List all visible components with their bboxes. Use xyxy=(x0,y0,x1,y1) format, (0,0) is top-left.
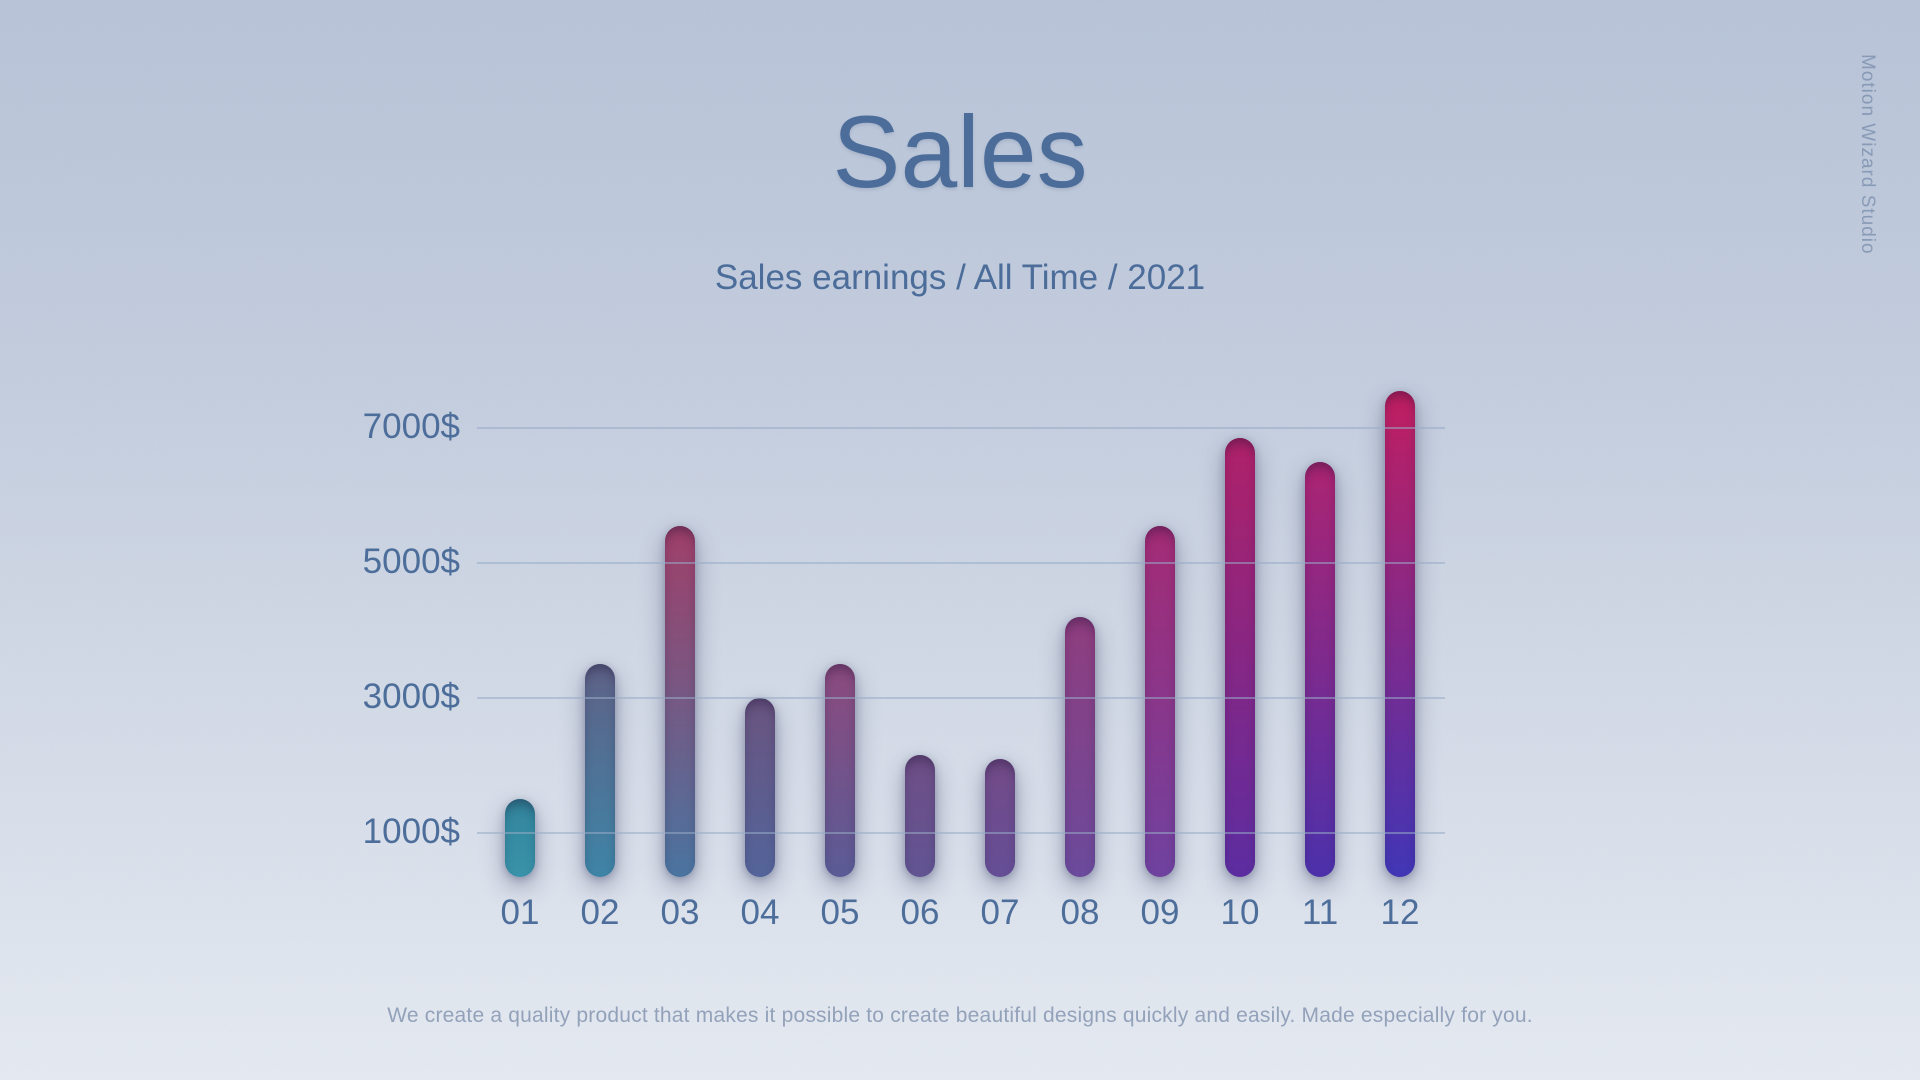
bar-month-11 xyxy=(1305,461,1335,877)
bar-month-07 xyxy=(985,758,1015,877)
bar-month-10 xyxy=(1225,438,1255,877)
bar-month-04 xyxy=(745,698,775,877)
bar-month-12 xyxy=(1385,390,1415,877)
x-label-05: 05 xyxy=(820,893,860,932)
x-label-08: 08 xyxy=(1060,893,1100,932)
x-label-09: 09 xyxy=(1140,893,1180,932)
bar-month-06 xyxy=(905,755,935,877)
gridline-1000 xyxy=(477,832,1445,834)
y-tick-label-1000: 1000$ xyxy=(362,812,460,851)
x-label-10: 10 xyxy=(1220,893,1260,932)
x-label-07: 07 xyxy=(980,893,1020,932)
studio-watermark: Motion Wizard Studio xyxy=(1857,54,1878,255)
x-label-12: 12 xyxy=(1380,893,1420,932)
bar-month-08 xyxy=(1065,617,1095,877)
gridline-5000 xyxy=(477,562,1445,564)
gridline-3000 xyxy=(477,697,1445,699)
x-label-11: 11 xyxy=(1301,893,1339,932)
bar-month-05 xyxy=(825,664,855,877)
chart-title: Sales xyxy=(832,95,1088,209)
bar-month-02 xyxy=(585,664,615,877)
x-label-01: 01 xyxy=(500,893,540,932)
chart-subtitle: Sales earnings / All Time / 2021 xyxy=(714,258,1206,297)
x-label-02: 02 xyxy=(580,893,620,932)
y-tick-label-3000: 3000$ xyxy=(362,677,460,716)
bar-month-03 xyxy=(665,525,695,877)
x-label-06: 06 xyxy=(900,893,940,932)
bar-month-01 xyxy=(505,799,535,877)
footer-note: We create a quality product that makes i… xyxy=(387,1004,1533,1027)
bar-month-09 xyxy=(1145,525,1175,877)
y-tick-label-7000: 7000$ xyxy=(362,407,460,446)
y-tick-label-5000: 5000$ xyxy=(362,542,460,581)
gridline-7000 xyxy=(477,427,1445,429)
x-label-04: 04 xyxy=(740,893,780,932)
x-label-03: 03 xyxy=(660,893,700,932)
